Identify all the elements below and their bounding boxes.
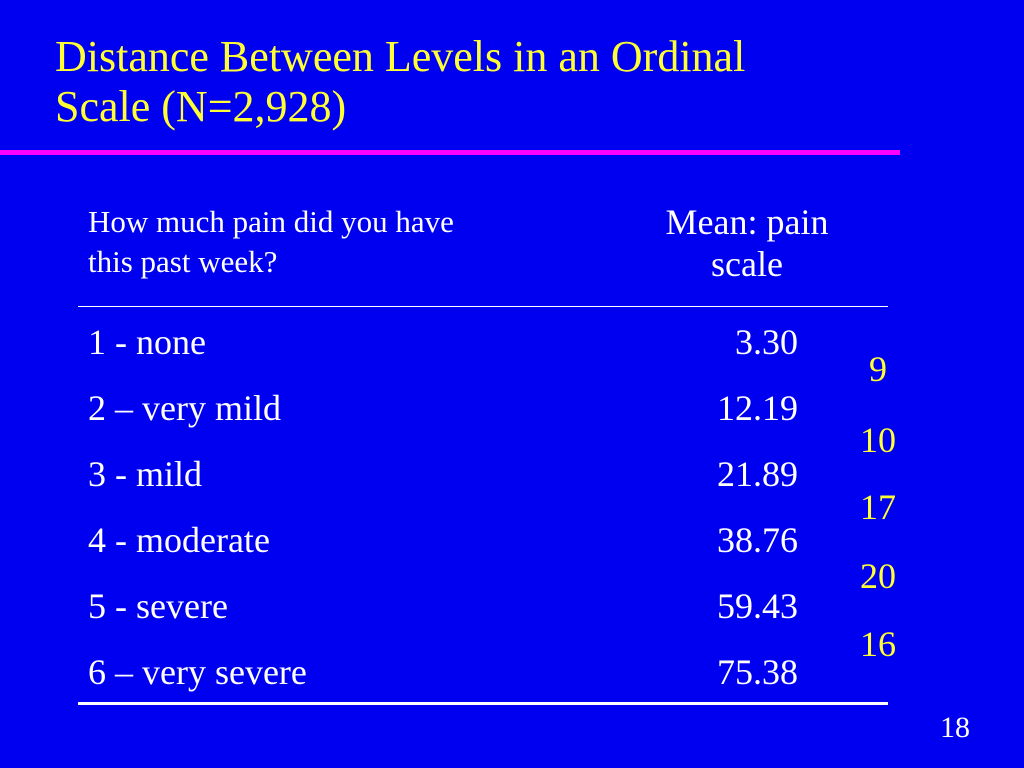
table-bottom-rule bbox=[78, 702, 888, 705]
question-header-line1: How much pain did you have bbox=[88, 204, 454, 239]
mean-column-header: Mean: pain scale bbox=[630, 201, 864, 285]
row-label: 6 – very severe bbox=[88, 652, 307, 692]
table-row: 1 - none 3.30 bbox=[0, 320, 1024, 386]
row-mean-value: 75.38 bbox=[717, 652, 798, 692]
row-mean-value: 38.76 bbox=[717, 520, 798, 560]
table-row: 6 – very severe 75.38 bbox=[0, 650, 1024, 716]
table-header-rule bbox=[78, 306, 888, 307]
level-difference: 9 bbox=[869, 349, 887, 389]
row-mean-value: 3.30 bbox=[735, 322, 798, 362]
title-divider bbox=[0, 150, 900, 155]
slide-title: Distance Between Levels in an Ordinal Sca… bbox=[55, 32, 955, 132]
row-mean-value: 21.89 bbox=[717, 454, 798, 494]
level-difference: 16 bbox=[860, 624, 896, 664]
question-column-header: How much pain did you have this past wee… bbox=[88, 202, 628, 282]
row-label: 3 - mild bbox=[88, 454, 202, 494]
slide-title-line2: Scale (N=2,928) bbox=[55, 82, 347, 131]
table-row: 5 - severe 59.43 bbox=[0, 584, 1024, 650]
slide-title-line1: Distance Between Levels in an Ordinal bbox=[55, 32, 746, 81]
mean-header-line2: scale bbox=[711, 244, 783, 284]
table-row: 4 - moderate 38.76 bbox=[0, 518, 1024, 584]
row-label: 4 - moderate bbox=[88, 520, 270, 560]
row-label: 5 - severe bbox=[88, 586, 228, 626]
level-difference: 20 bbox=[860, 556, 896, 596]
row-mean-value: 59.43 bbox=[717, 586, 798, 626]
page-number: 18 bbox=[940, 711, 970, 744]
row-mean-value: 12.19 bbox=[717, 388, 798, 428]
row-label: 1 - none bbox=[88, 322, 206, 362]
row-label: 2 – very mild bbox=[88, 388, 281, 428]
table-row: 2 – very mild 12.19 bbox=[0, 386, 1024, 452]
table-row: 3 - mild 21.89 bbox=[0, 452, 1024, 518]
level-difference: 17 bbox=[860, 487, 896, 527]
level-difference: 10 bbox=[860, 420, 896, 460]
mean-header-line1: Mean: pain bbox=[665, 202, 829, 242]
question-header-line2: this past week? bbox=[88, 244, 278, 279]
